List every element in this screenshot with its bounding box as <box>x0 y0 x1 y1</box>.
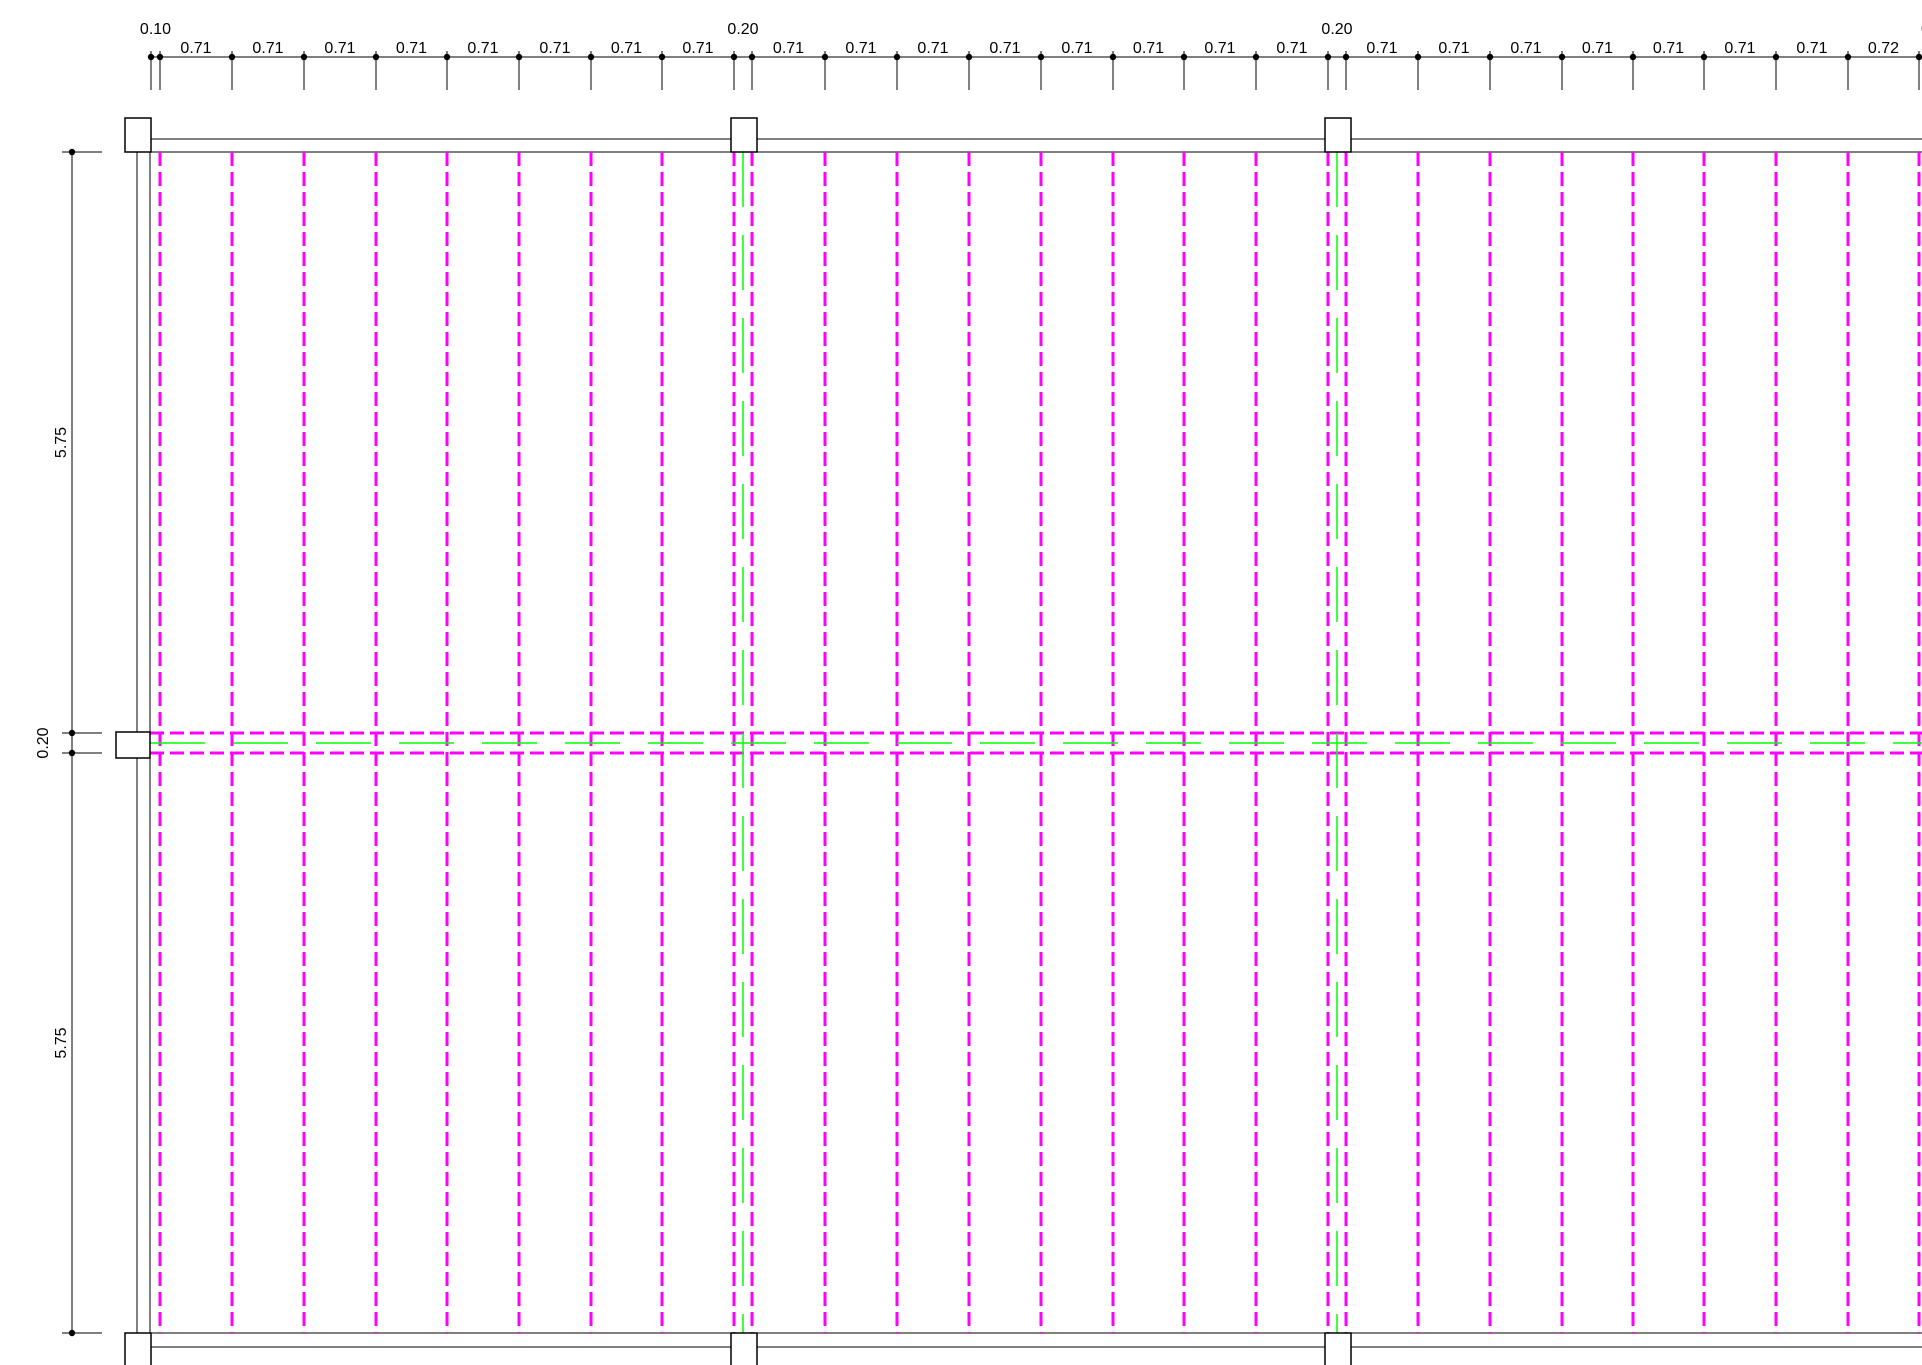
top-dimension-dot-19 <box>1324 53 1332 61</box>
top-dimension-label-4: 0.71 <box>324 40 355 57</box>
top-dimension-label-2: 0.71 <box>180 40 211 57</box>
top-dimension-dot-24 <box>1629 53 1637 61</box>
column-2 <box>730 117 758 153</box>
top-dimension-label-27: 0.72 <box>1868 40 1899 57</box>
top-dimension-label-8: 0.71 <box>611 40 642 57</box>
top-dimension-dot-2 <box>156 53 164 61</box>
top-dimension-dot-15 <box>1037 53 1045 61</box>
top-dimension-label-17: 0.71 <box>1204 40 1235 57</box>
top-dimension-dot-16 <box>1109 53 1117 61</box>
top-dimension-label-12: 0.71 <box>845 40 876 57</box>
top-dimension-dot-4 <box>300 53 308 61</box>
top-dimension-dot-1 <box>147 53 155 61</box>
top-dimension-dot-13 <box>893 53 901 61</box>
left-dimension-label-3: 5.75 <box>53 1027 70 1058</box>
top-dimension-dot-20 <box>1342 53 1350 61</box>
top-dimension-dot-14 <box>965 53 973 61</box>
top-dimension-label-3: 0.71 <box>252 40 283 57</box>
top-dimension-dot-25 <box>1700 53 1708 61</box>
column-7 <box>1324 1332 1352 1365</box>
top-dimension-label-26: 0.71 <box>1796 40 1827 57</box>
top-dimension-label-19: 0.20 <box>1321 21 1352 38</box>
column-5 <box>124 1332 152 1365</box>
top-dimension-label-15: 0.71 <box>1061 40 1092 57</box>
left-dimension-dot-1 <box>68 148 76 156</box>
left-dimension-label-2: 0.20 <box>35 727 52 758</box>
top-dimension-label-14: 0.71 <box>989 40 1020 57</box>
top-dimension-label-1: 0.10 <box>140 21 171 38</box>
top-dimension-dot-6 <box>443 53 451 61</box>
column-1 <box>124 117 152 153</box>
top-dimension-label-5: 0.71 <box>396 40 427 57</box>
top-dimension-dot-3 <box>228 53 236 61</box>
left-dimension-chain: 5.75 0.20 5.75 <box>35 148 102 1337</box>
left-dimension-dot-4 <box>68 1329 76 1337</box>
top-dimension-dot-23 <box>1558 53 1566 61</box>
left-dimension-dot-2 <box>68 729 76 737</box>
top-dimension-dot-8 <box>587 53 595 61</box>
top-dimension-dot-21 <box>1414 53 1422 61</box>
top-dimension-dot-22 <box>1486 53 1494 61</box>
top-dimension-dot-11 <box>748 53 756 61</box>
top-dimension-dot-9 <box>658 53 666 61</box>
top-dimension-dot-10 <box>730 53 738 61</box>
columns <box>115 117 1352 1365</box>
top-dimension-label-7: 0.71 <box>539 40 570 57</box>
top-dimension-label-25: 0.71 <box>1724 40 1755 57</box>
top-dimension-label-21: 0.71 <box>1438 40 1469 57</box>
left-dimension-label-1: 5.75 <box>53 427 70 458</box>
top-dimension-chain: 0.10 0.71 0.71 0.71 0.71 0.71 0.71 0.71 0.71 0.20… <box>140 21 1922 90</box>
left-dimension-dot-3 <box>68 749 76 757</box>
top-dimension-dot-18 <box>1252 53 1260 61</box>
top-dimension-label-16: 0.71 <box>1133 40 1164 57</box>
top-dimension-dot-12 <box>821 53 829 61</box>
top-dimension-label-20: 0.71 <box>1366 40 1397 57</box>
top-dimension-label-10: 0.20 <box>727 21 758 38</box>
top-dimension-label-24: 0.71 <box>1653 40 1684 57</box>
column-6 <box>730 1332 758 1365</box>
top-dimension-label-18: 0.71 <box>1276 40 1307 57</box>
top-dimension-label-22: 0.71 <box>1510 40 1541 57</box>
axis-lines <box>150 152 1922 1333</box>
top-dimension-dot-28 <box>1915 53 1922 61</box>
top-dimension-dot-17 <box>1180 53 1188 61</box>
top-dimension-dot-5 <box>372 53 380 61</box>
top-dimension-label-11: 0.71 <box>773 40 804 57</box>
column-4 <box>115 731 151 759</box>
top-dimension-dot-26 <box>1772 53 1780 61</box>
top-dimension-label-23: 0.71 <box>1582 40 1613 57</box>
top-dimension-label-13: 0.71 <box>917 40 948 57</box>
top-dimension-label-6: 0.71 <box>467 40 498 57</box>
top-dimension-dot-7 <box>515 53 523 61</box>
top-dimension-dot-27 <box>1844 53 1852 61</box>
column-3 <box>1324 117 1352 153</box>
top-dimension-label-9: 0.71 <box>682 40 713 57</box>
